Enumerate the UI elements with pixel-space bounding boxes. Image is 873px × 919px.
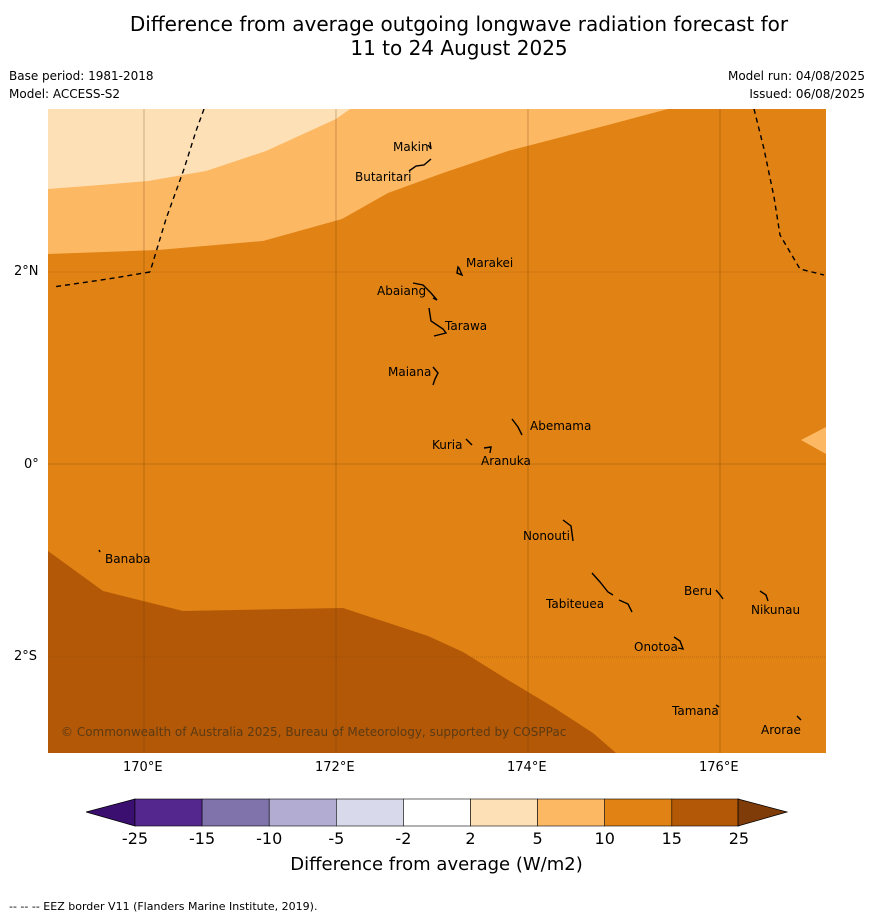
colorbar-tick: 2 bbox=[465, 829, 476, 848]
colorbar-tick: 15 bbox=[661, 829, 682, 848]
tabiteuea-south-island bbox=[618, 599, 633, 613]
colorbar-tick: 5 bbox=[532, 829, 543, 848]
colorbar-extend-high bbox=[737, 798, 788, 827]
tabiteuea-north-island bbox=[591, 572, 614, 596]
base-period: Base period: 1981-2018 bbox=[9, 69, 154, 83]
lat-tick-0: 0° bbox=[24, 457, 39, 472]
kuria-island bbox=[465, 438, 473, 446]
abemama-island bbox=[511, 418, 523, 436]
label-kuria: Kuria bbox=[432, 438, 463, 452]
lon-tick-170e: 170°E bbox=[123, 760, 163, 775]
colorbar-tick: -2 bbox=[395, 829, 412, 848]
lat-tick-2s: 2°S bbox=[14, 649, 38, 664]
band-5-10-east bbox=[801, 427, 826, 454]
banaba-island bbox=[98, 549, 101, 553]
island-outlines bbox=[98, 141, 802, 721]
band-15-25-south bbox=[48, 551, 616, 753]
colorbar-title: Difference from average (W/m2) bbox=[290, 854, 583, 875]
label-tarawa: Tarawa bbox=[445, 319, 488, 333]
colorbar-tick: 10 bbox=[594, 829, 615, 848]
label-banaba: Banaba bbox=[105, 552, 151, 566]
colorbar bbox=[86, 798, 788, 827]
label-aranuka: Aranuka bbox=[481, 454, 531, 468]
model-name: Model: ACCESS-S2 bbox=[9, 87, 121, 101]
colorbar-cell bbox=[336, 798, 404, 827]
maiana-island bbox=[432, 366, 439, 386]
tarawa-island bbox=[428, 307, 448, 337]
colorbar-tick: -25 bbox=[121, 829, 149, 848]
lon-tick-176e: 176°E bbox=[699, 760, 739, 775]
colorbar-cell bbox=[134, 798, 203, 827]
label-tamana: Tamana bbox=[672, 704, 719, 718]
label-beru: Beru bbox=[684, 584, 713, 598]
colorbar-cell bbox=[470, 798, 538, 827]
label-abemama: Abemama bbox=[530, 419, 592, 433]
arorae-island bbox=[796, 715, 802, 721]
lon-tick-174e: 174°E bbox=[507, 760, 547, 775]
title-line-2: 11 to 24 August 2025 bbox=[350, 36, 568, 60]
copyright-notice: © Commonwealth of Australia 2025, Bureau… bbox=[61, 725, 567, 739]
eez-legend: -- -- -- EEZ border V11 (Flanders Marine… bbox=[9, 900, 318, 913]
aranuka-island bbox=[483, 446, 492, 454]
eez-border bbox=[52, 109, 825, 288]
colorbar-extend-low bbox=[86, 798, 136, 827]
abaiang-island bbox=[412, 282, 438, 301]
colorbar-cells bbox=[134, 798, 740, 827]
map-canvas bbox=[48, 109, 826, 753]
colorbar-cell bbox=[671, 798, 740, 827]
title-line-1: Difference from average outgoing longwav… bbox=[129, 12, 789, 36]
colorbar-cell bbox=[201, 798, 270, 827]
label-onotoa: Onotoa bbox=[634, 640, 678, 654]
colorbar-cell bbox=[268, 798, 337, 827]
map-panel: Makin Butaritari Marakei Abaiang Tarawa … bbox=[48, 109, 826, 753]
band-2-5-corner bbox=[48, 109, 188, 143]
lon-tick-172e: 172°E bbox=[315, 760, 355, 775]
label-nonouti: Nonouti bbox=[523, 529, 570, 543]
lat-tick-2n: 2°N bbox=[14, 264, 39, 279]
colorbar-cell bbox=[604, 798, 673, 827]
colorbar-tick: 25 bbox=[728, 829, 750, 848]
meta-left: Base period: 1981-2018 Model: ACCESS-S2 bbox=[9, 67, 154, 103]
butaritari-island bbox=[408, 158, 432, 172]
label-maiana: Maiana bbox=[388, 365, 432, 379]
makin-island bbox=[427, 141, 432, 150]
label-abaiang: Abaiang bbox=[377, 284, 427, 298]
issued-date: Issued: 06/08/2025 bbox=[749, 87, 865, 101]
colorbar-cell bbox=[537, 798, 606, 827]
nikunau-island bbox=[759, 590, 769, 602]
beru-island bbox=[715, 589, 724, 600]
model-run: Model run: 04/08/2025 bbox=[727, 69, 865, 83]
onotoa-island bbox=[673, 636, 685, 650]
colorbar-tick: -5 bbox=[328, 829, 345, 848]
colorbar-tick: -15 bbox=[189, 829, 216, 848]
colorbar-cell bbox=[403, 798, 471, 827]
label-arorae: Arorae bbox=[761, 723, 801, 737]
label-marakei: Marakei bbox=[466, 256, 514, 270]
tamana-island bbox=[715, 704, 720, 708]
marakei-island bbox=[456, 265, 464, 277]
graticule bbox=[48, 109, 826, 753]
label-makin: Makin bbox=[393, 140, 429, 154]
meta-right: Model run: 04/08/2025 Issued: 06/08/2025 bbox=[728, 67, 865, 103]
label-tabiteuea: Tabiteuea bbox=[546, 597, 605, 611]
nonouti-island bbox=[562, 519, 574, 542]
colorbar-tick: -10 bbox=[256, 829, 283, 848]
label-butaritari: Butaritari bbox=[355, 170, 412, 184]
map-title: Difference from average outgoing longwav… bbox=[0, 12, 873, 60]
label-nikunau: Nikunau bbox=[751, 603, 801, 617]
